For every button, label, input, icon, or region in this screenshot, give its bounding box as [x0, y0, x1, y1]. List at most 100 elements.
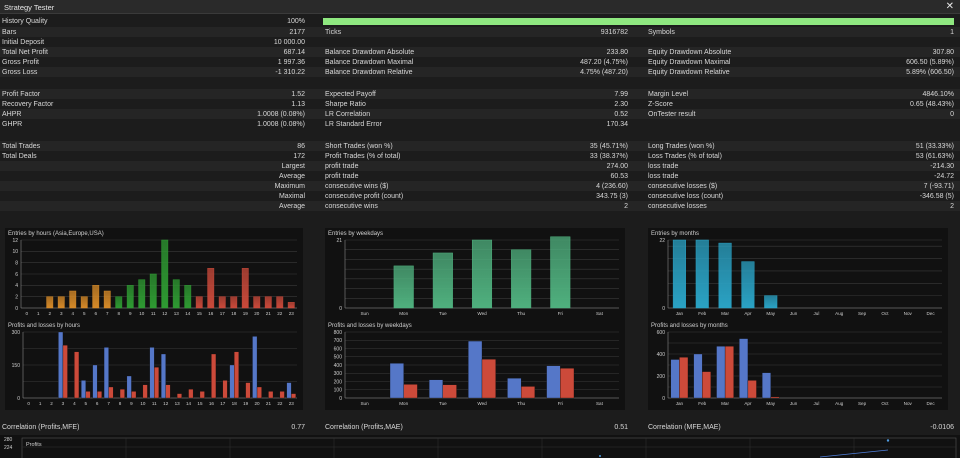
stat-value: 35 (45.71%) [589, 142, 628, 150]
stat-value: 51 (33.33%) [915, 142, 954, 150]
bar [103, 290, 111, 309]
loss-bar [291, 393, 297, 399]
close-icon[interactable]: ✕ [945, 1, 954, 12]
x-tick-label: Oct [881, 311, 889, 316]
stat-value: 1.13 [291, 100, 305, 108]
x-tick-label: 16 [208, 311, 214, 316]
stat-value: 274.00 [606, 162, 628, 170]
x-tick-label: Fri [558, 311, 563, 316]
chart-entries-weekdays: Entries by weekdays 0 21 Sun Mon Tue Wed Thu Fri… [325, 228, 625, 320]
profit-bar [546, 365, 561, 399]
x-tick-label: Nov [904, 401, 913, 406]
x-tick-label: 0 [25, 311, 28, 316]
loss-bar [108, 386, 114, 399]
stat-value: 1.0008 (0.08%) [257, 110, 305, 118]
x-tick-label: Apr [744, 401, 752, 406]
x-tick-label: 11 [152, 401, 157, 406]
bar [161, 239, 169, 309]
y-tick-label: 0 [339, 396, 342, 402]
stat-row: Gross Profit 1 997.36 Balance Drawdown Max… [0, 57, 960, 67]
correlation-label: Correlation (MFE,MAE) [648, 423, 721, 431]
chart-profits-scatter: 280 224 Profits [0, 435, 960, 458]
stat-value: 1.52 [291, 90, 305, 98]
stat-label: Balance Drawdown Relative [325, 68, 413, 76]
stat-value: 86 [297, 142, 305, 150]
chart-title: Profits and losses by weekdays [328, 323, 412, 329]
bar [264, 296, 272, 309]
stat-label: Margin Level [648, 90, 689, 98]
x-tick-label: 20 [254, 401, 260, 406]
y-tick-label: 4 [15, 283, 18, 289]
profit-bar [149, 347, 155, 399]
stat-row: Correlation (Profits,MFE) 0.77 Correlation… [0, 422, 960, 432]
x-tick-label: Oct [881, 401, 889, 406]
y-tick-label: 8 [15, 260, 18, 266]
bar [471, 239, 493, 309]
stat-label: Gross Profit [2, 58, 39, 66]
stat-value: -346.58 (5) [919, 192, 954, 200]
y-tick-label: 300 [334, 371, 343, 377]
loss-bar [165, 384, 171, 399]
loss-bar [245, 382, 251, 399]
x-tick-label: 7 [106, 311, 109, 316]
stat-label: Total Deals [2, 152, 37, 160]
stat-label: loss trade [648, 162, 679, 170]
y-tick-label: 150 [12, 363, 21, 369]
x-tick-label: May [766, 401, 775, 406]
stat-value: 7.99 [614, 90, 628, 98]
stat-value: 100% [287, 17, 305, 25]
x-tick-label: 20 [254, 311, 260, 316]
stat-label: profit trade [325, 162, 359, 170]
stat-value: -1 310.22 [275, 68, 305, 76]
stat-row: Profit Factor 1.52 Expected Payoff 7.99 Marg… [0, 89, 960, 99]
y-tick-label: 0 [17, 396, 20, 402]
bar [741, 261, 755, 309]
loss-bar [520, 386, 535, 399]
stat-value: 687.14 [283, 48, 305, 56]
x-tick-label: Sun [360, 401, 369, 406]
y-tick-label: 0 [662, 306, 665, 312]
profit-bar [81, 380, 86, 399]
loss-bar [403, 384, 418, 399]
y-tick-label: 0 [662, 396, 665, 402]
bar [276, 296, 284, 309]
x-tick-label: Wed [477, 401, 487, 406]
loss-bar [560, 368, 575, 399]
x-tick-label: 6 [94, 311, 97, 316]
stat-label: Gross Loss [2, 68, 38, 76]
stat-label: consecutive wins [325, 202, 378, 210]
profit-bar [762, 372, 771, 399]
stat-value: 0 [950, 110, 954, 118]
profit-bar [286, 382, 292, 399]
stat-label: consecutive profit (count) [325, 192, 404, 200]
loss-bar [62, 345, 68, 399]
x-tick-label: 15 [197, 311, 203, 316]
stat-row: History Quality 100% [0, 16, 960, 26]
chart-title: Profits and losses by hours [8, 323, 80, 329]
loss-bar [85, 391, 91, 399]
x-tick-label: 17 [220, 401, 226, 406]
stat-label: Long Trades (won %) [648, 142, 715, 150]
correlation-label: Correlation (Profits,MAE) [325, 423, 403, 431]
stat-value: 4846.10% [922, 90, 954, 98]
stat-value: 606.50 (5.89%) [906, 58, 954, 66]
x-tick-label: 0 [27, 401, 30, 406]
stat-label: Equity Drawdown Absolute [648, 48, 732, 56]
chart-title: Profits [26, 442, 42, 448]
stat-label: GHPR [2, 120, 23, 128]
stat-row: Average consecutive wins 2 consecutive loss… [0, 201, 960, 211]
stat-label: Average [279, 202, 305, 210]
x-tick-label: 22 [277, 311, 283, 316]
title-bar: Strategy Tester ✕ [0, 0, 960, 14]
x-tick-label: 8 [119, 401, 122, 406]
data-point [599, 455, 601, 457]
y-tick-label: 100 [334, 388, 343, 394]
x-tick-label: Tue [439, 401, 447, 406]
chart-entries-months: Entries by months 0 22 Jan Feb Mar Apr May Jun Ju… [648, 228, 948, 320]
stat-value: 307.80 [932, 48, 954, 56]
stat-label: Bars [2, 28, 17, 36]
stat-label: Expected Payoff [325, 90, 376, 98]
x-tick-label: Wed [477, 311, 487, 316]
loss-bar [131, 391, 137, 399]
x-tick-label: 22 [277, 401, 283, 406]
